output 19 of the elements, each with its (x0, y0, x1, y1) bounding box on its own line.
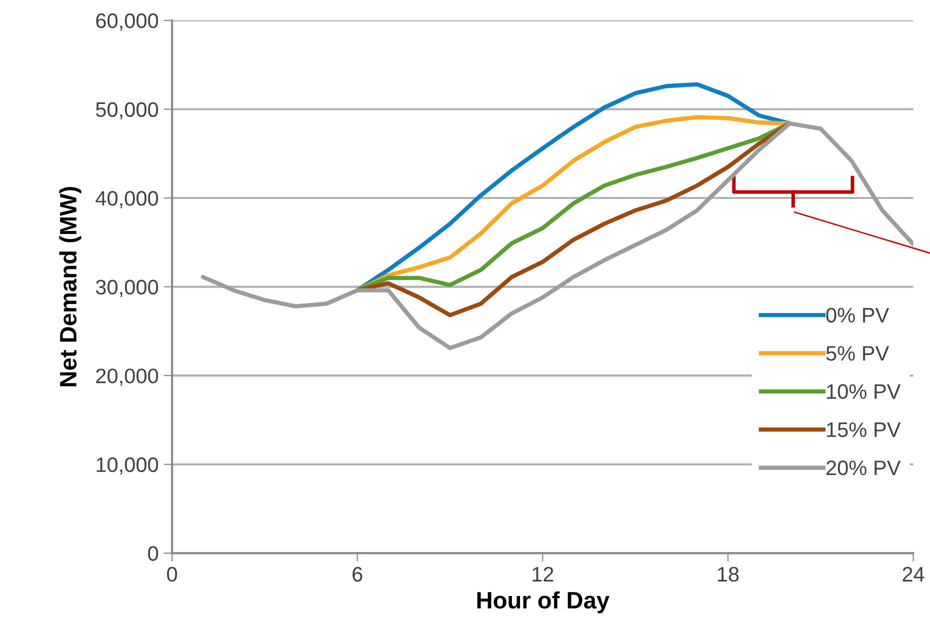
legend-label: 10% PV (827, 384, 901, 399)
y-tick-label: 0 (148, 546, 158, 561)
legend-label: 0% PV (826, 308, 890, 323)
x-tick-label: 18 (718, 566, 739, 582)
legend-label: 5% PV (826, 346, 890, 361)
legend-label: 20% PV (826, 460, 901, 476)
y-axis-title: Net Demand (MW) (59, 186, 82, 386)
y-tick-label: 40,000 (96, 190, 158, 208)
y-tick-label: 60,000 (96, 13, 158, 31)
y-tick-label: 50,000 (96, 102, 158, 120)
x-tick-label: 6 (352, 566, 362, 582)
legend-label: 15% PV (827, 422, 901, 438)
y-tick-label: 30,000 (96, 280, 158, 297)
x-tick-label: 12 (532, 566, 554, 582)
y-tick-label: 20,000 (96, 368, 158, 386)
x-tick-label: 24 (902, 566, 924, 582)
x-axis-title: Hour of Day (477, 591, 610, 614)
x-tick-label: 0 (167, 566, 178, 582)
y-tick-label: 10,000 (96, 457, 158, 475)
